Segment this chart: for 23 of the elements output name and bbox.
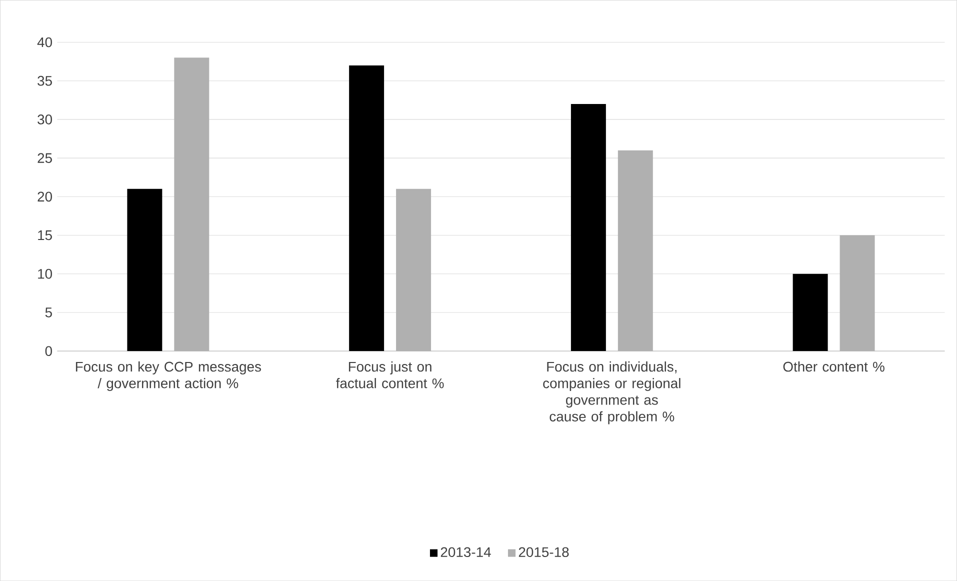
y-tick-label: 40 <box>37 37 52 48</box>
y-tick-label: 25 <box>38 153 52 163</box>
legend-label: 2013-14 <box>440 547 491 557</box>
y-tick-label: 15 <box>38 230 52 240</box>
y-tick-label: 30 <box>38 114 52 124</box>
y-tick-label: 10 <box>38 268 52 279</box>
x-tick-label: Focus on key CCP messages / government action % <box>76 361 261 391</box>
legend-label: 2015-18 <box>518 547 569 557</box>
bar <box>618 150 653 351</box>
bar <box>127 188 162 351</box>
bar <box>174 58 210 351</box>
bar <box>792 274 828 351</box>
x-tick-label: Focus on individuals, companies or regional government as cause of problem % <box>543 361 680 424</box>
x-tick-label: Other content % <box>783 361 884 372</box>
bar <box>570 104 606 351</box>
y-tick-label: 0 <box>45 346 52 356</box>
x-tick-label: Focus just on factual content % <box>336 361 444 388</box>
y-tick-label: 20 <box>38 192 52 202</box>
y-tick-label: 35 <box>38 76 52 86</box>
y-tick-label: 5 <box>45 308 52 318</box>
bar <box>349 65 384 351</box>
bar <box>396 188 432 351</box>
bar <box>840 235 875 351</box>
